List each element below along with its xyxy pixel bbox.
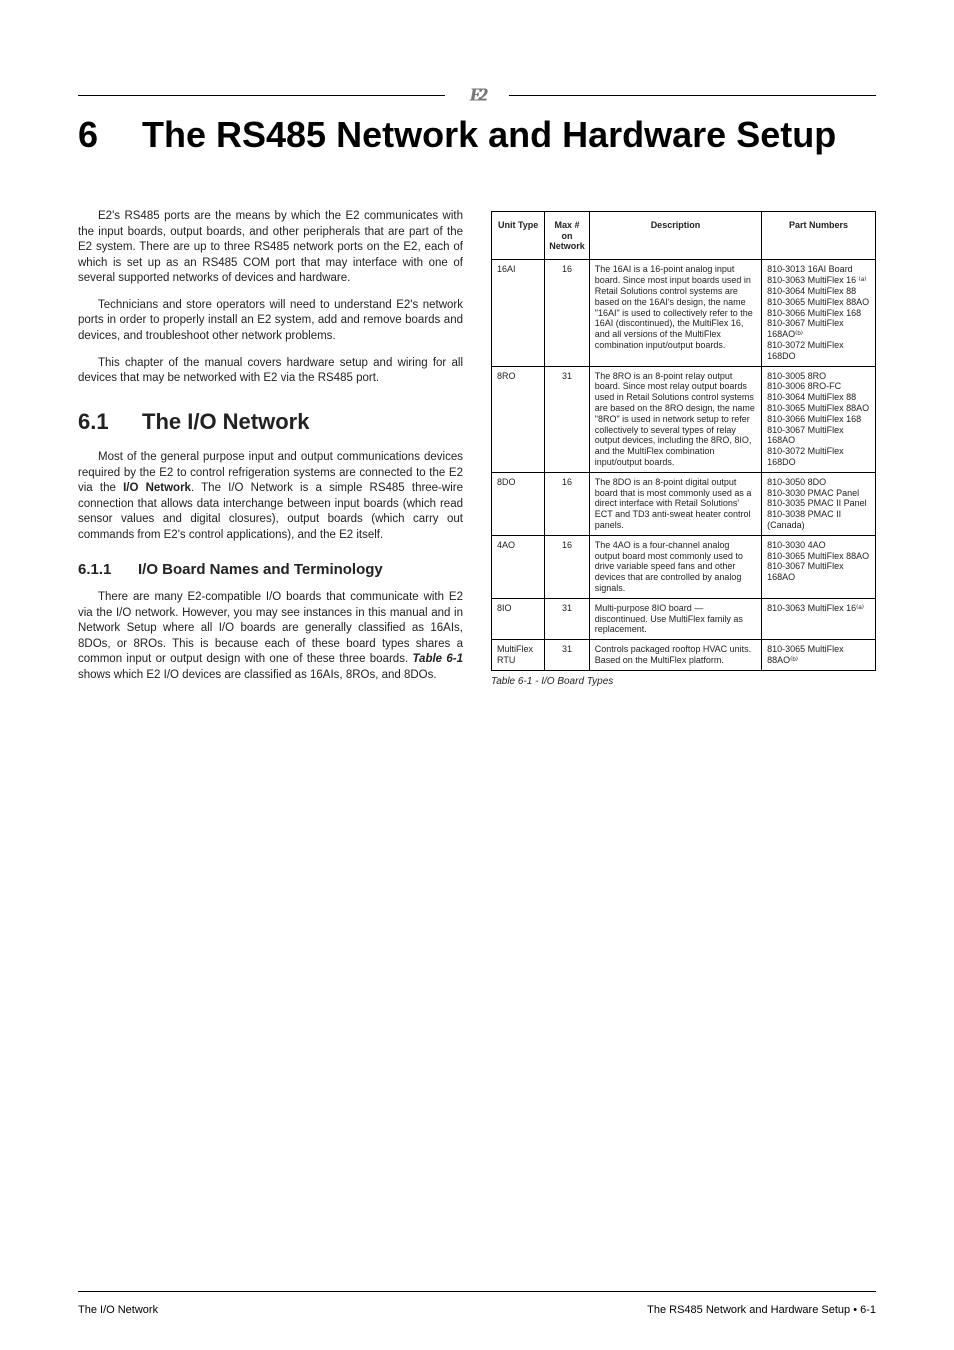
left-column: E2's RS485 ports are the means by which … (78, 209, 463, 694)
table-row: 16AI16The 16AI is a 16-point analog inpu… (492, 260, 876, 366)
th-pn: Part Numbers (762, 212, 876, 260)
intro-p1: E2's RS485 ports are the means by which … (78, 209, 463, 287)
chapter-title-text: The RS485 Network and Hardware Setup (142, 114, 836, 155)
table-row: 4AO16The 4AO is a four-channel analog ou… (492, 535, 876, 598)
intro-p2: Technicians and store operators will nee… (78, 298, 463, 345)
th-desc: Description (589, 212, 761, 260)
right-column: Unit Type Max # on Network Description P… (491, 209, 876, 694)
table-row: 8DO16The 8DO is an 8-point digital outpu… (492, 472, 876, 535)
section-6-1-heading: 6.1The I/O Network (78, 407, 463, 437)
table-caption: Table 6-1 - I/O Board Types (491, 675, 876, 689)
section-6-1-number: 6.1 (78, 407, 142, 437)
footer-left: The I/O Network (78, 1304, 158, 1316)
table-row: 8IO31Multi-purpose 8IO board — discontin… (492, 598, 876, 639)
th-max: Max # on Network (545, 212, 590, 260)
footer-center: The RS485 Network and Hardware Setup • 6… (647, 1304, 876, 1316)
footer-rule (78, 1291, 876, 1292)
page-footer: The I/O Network The RS485 Network and Ha… (78, 1304, 876, 1316)
th-unit-type: Unit Type (492, 212, 545, 260)
intro-p3: This chapter of the manual covers hardwa… (78, 356, 463, 387)
header-rule: E2 (78, 80, 876, 110)
chapter-number: 6 (78, 114, 142, 155)
section-6-1-1-heading: 6.1.1I/O Board Names and Terminology (78, 561, 463, 580)
section-6-1-1-number: 6.1.1 (78, 561, 138, 580)
chapter-title: 6The RS485 Network and Hardware Setup (78, 114, 876, 155)
section-6-1-title: The I/O Network (142, 409, 309, 434)
table-row: MultiFlex RTU31Controls packaged rooftop… (492, 640, 876, 671)
header-ornament-icon: E2 (469, 85, 484, 106)
table-row: 8RO31The 8RO is an 8-point relay output … (492, 366, 876, 472)
sec61-p1: Most of the general purpose input and ou… (78, 450, 463, 543)
section-6-1-1-title: I/O Board Names and Terminology (138, 561, 383, 578)
sec611-p1: There are many E2-compatible I/O boards … (78, 590, 463, 683)
io-board-table: Unit Type Max # on Network Description P… (491, 211, 876, 670)
